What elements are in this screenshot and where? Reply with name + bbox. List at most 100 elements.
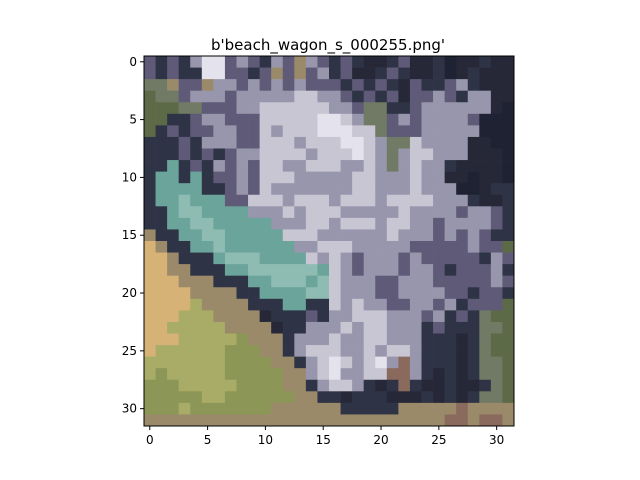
image-pixel	[502, 125, 515, 138]
image-pixel	[409, 125, 422, 138]
image-pixel	[479, 356, 492, 369]
image-pixel	[340, 310, 353, 323]
image-pixel	[155, 56, 168, 68]
image-pixel	[224, 252, 237, 265]
image-pixel	[201, 356, 214, 369]
image-pixel	[409, 264, 422, 277]
image-pixel	[398, 321, 411, 334]
image-pixel	[490, 333, 503, 346]
image-pixel	[282, 356, 295, 369]
image-pixel	[167, 194, 180, 207]
image-pixel	[409, 171, 422, 184]
image-pixel	[248, 391, 260, 404]
image-pixel	[317, 125, 330, 138]
image-pixel	[363, 298, 376, 311]
image-pixel	[271, 56, 284, 68]
image-pixel	[329, 229, 341, 242]
image-pixel	[224, 310, 237, 323]
image-pixel	[167, 310, 180, 323]
image-pixel	[421, 136, 434, 149]
image-pixel	[398, 79, 411, 92]
image-pixel	[178, 148, 191, 161]
image-pixel	[259, 79, 272, 92]
image-pixel	[444, 252, 457, 265]
image-pixel	[178, 241, 191, 253]
image-pixel	[248, 113, 260, 126]
image-pixel	[329, 113, 341, 126]
image-pixel	[224, 264, 237, 277]
image-pixel	[502, 310, 515, 323]
image-pixel	[375, 125, 388, 138]
image-pixel	[178, 56, 191, 68]
image-pixel	[502, 368, 515, 381]
image-pixel	[479, 56, 492, 68]
image-pixel	[363, 206, 376, 219]
image-pixel	[398, 345, 411, 357]
image-pixel	[248, 125, 260, 138]
image-pixel	[178, 160, 191, 172]
y-axis: 0 5 10 15 20 25 30	[122, 55, 144, 416]
image-pixel	[294, 391, 307, 404]
image-pixel	[144, 79, 156, 92]
image-pixel	[363, 229, 376, 242]
image-pixel	[178, 183, 191, 196]
image-pixel	[375, 90, 388, 103]
image-pixel	[398, 217, 411, 230]
image-pixel	[398, 90, 411, 103]
image-pixel	[386, 379, 399, 392]
image-pixel	[236, 321, 249, 334]
image-pixel	[352, 264, 365, 277]
image-pixel	[467, 148, 480, 161]
image-pixel	[155, 287, 168, 300]
image-pixel	[479, 391, 492, 404]
image-pixel	[456, 229, 469, 242]
image-pixel	[444, 333, 457, 346]
image-pixel	[329, 148, 341, 161]
image-pixel	[363, 136, 376, 149]
image-pixel	[178, 321, 191, 334]
image-pixel	[271, 310, 284, 323]
image-pixel	[190, 264, 203, 277]
image-pixel	[178, 252, 191, 265]
image-pixel	[305, 102, 318, 115]
image-pixel	[144, 102, 156, 115]
image-pixel	[178, 379, 191, 392]
image-pixel	[213, 113, 226, 126]
image-pixel	[433, 217, 445, 230]
image-pixel	[386, 298, 399, 311]
image-pixel	[329, 194, 341, 207]
image-pixel	[444, 264, 457, 277]
image-pixel	[305, 136, 318, 149]
image-pixel	[490, 56, 503, 68]
image-pixel	[363, 391, 376, 404]
image-pixel	[305, 194, 318, 207]
image-pixel	[213, 125, 226, 138]
image-pixel	[352, 67, 365, 80]
image-pixel	[248, 287, 260, 300]
image-pixel	[352, 171, 365, 184]
image-pixel	[224, 67, 237, 80]
image-pixel	[248, 90, 260, 103]
image-pixel	[456, 321, 469, 334]
image-pixel	[479, 345, 492, 357]
image-pixel	[444, 79, 457, 92]
image-pixel	[201, 391, 214, 404]
image-pixel	[248, 345, 260, 357]
image-pixel	[363, 275, 376, 288]
image-pixel	[375, 183, 388, 196]
image-pixel	[352, 321, 365, 334]
image-pixel	[386, 206, 399, 219]
image-pixel	[190, 379, 203, 392]
image-pixel	[375, 136, 388, 149]
image-pixel	[433, 136, 445, 149]
image-pixel	[294, 160, 307, 172]
image-pixel	[352, 391, 365, 404]
image-pixel	[444, 67, 457, 80]
image-pixel	[398, 298, 411, 311]
image-pixel	[363, 102, 376, 115]
image-pixel	[294, 298, 307, 311]
image-pixel	[502, 67, 515, 80]
image-pixel	[467, 345, 480, 357]
image-pixel	[375, 79, 388, 92]
image-pixel	[259, 402, 272, 415]
